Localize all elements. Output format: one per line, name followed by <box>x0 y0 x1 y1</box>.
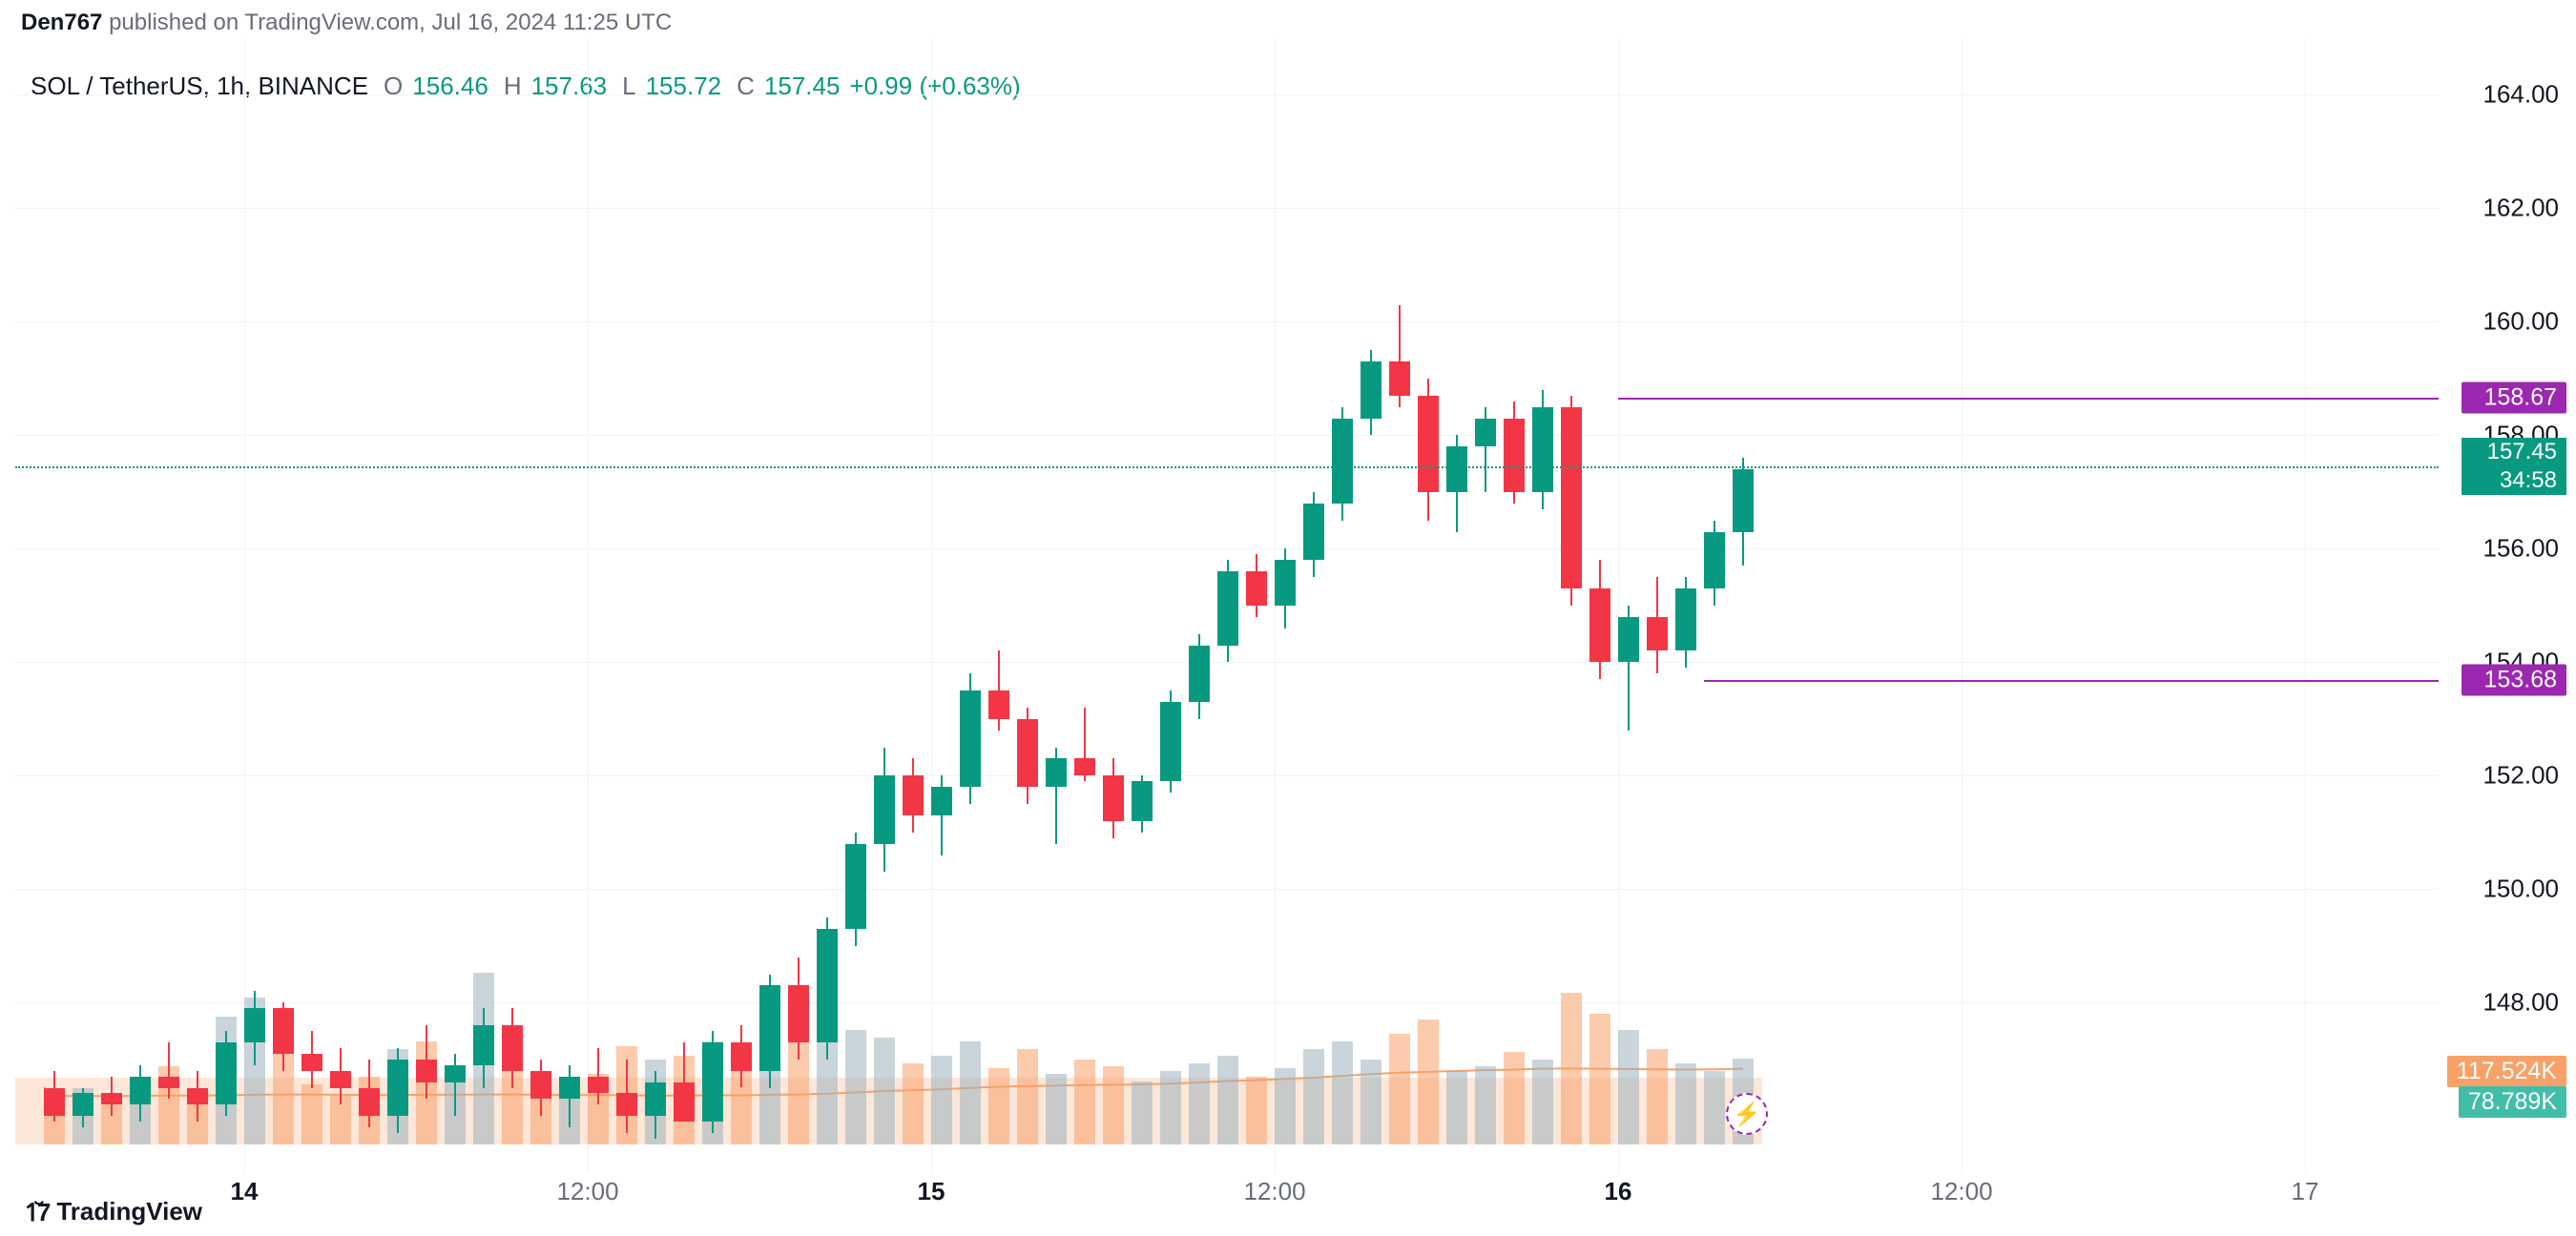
x-tick-label: 15 <box>918 1177 945 1206</box>
candlestick <box>1332 38 1353 1173</box>
x-tick-label: 12:00 <box>556 1177 618 1206</box>
x-tick-label: 12:00 <box>1930 1177 1992 1206</box>
publish-header: Den767 published on TradingView.com, Jul… <box>21 10 672 36</box>
y-tick-label: 152.00 <box>2483 761 2559 791</box>
candlestick <box>130 38 151 1173</box>
candlestick <box>1303 38 1324 1173</box>
candlestick <box>1704 38 1725 1173</box>
candlestick <box>874 38 895 1173</box>
candlestick <box>1589 38 1610 1173</box>
candlestick <box>1475 38 1496 1173</box>
gridline-v <box>2305 38 2306 1173</box>
author: Den767 <box>21 10 102 35</box>
horizontal-level-line[interactable] <box>1618 398 2439 400</box>
price-badge-group: 157.4534:58 <box>2462 438 2566 495</box>
candlestick <box>1103 38 1124 1173</box>
candlestick <box>387 38 408 1173</box>
candlestick <box>445 38 466 1173</box>
candlestick <box>187 38 208 1173</box>
y-axis[interactable]: 164.00162.00160.00158.00156.00154.00152.… <box>2439 38 2576 1173</box>
candlestick <box>1675 38 1696 1173</box>
horizontal-level-line[interactable] <box>1704 680 2439 682</box>
x-tick-label: 16 <box>1605 1177 1632 1206</box>
candlestick <box>44 38 65 1173</box>
current-price-badge: 157.45 <box>2462 438 2566 466</box>
y-tick-label: 148.00 <box>2483 988 2559 1018</box>
candlestick <box>330 38 351 1173</box>
candlestick <box>1275 38 1296 1173</box>
candlestick <box>817 38 838 1173</box>
candlestick <box>359 38 380 1173</box>
candlestick <box>301 38 322 1173</box>
publish-meta: published on TradingView.com, Jul 16, 20… <box>109 10 672 35</box>
x-tick-label: 14 <box>231 1177 259 1206</box>
candlestick <box>1132 38 1153 1173</box>
candlestick <box>158 38 179 1173</box>
candlestick <box>273 38 294 1173</box>
candlestick <box>1733 38 1754 1173</box>
candlestick <box>1504 38 1525 1173</box>
candlestick <box>759 38 780 1173</box>
candlestick <box>73 38 93 1173</box>
candlestick <box>1561 38 1582 1173</box>
candlestick <box>1446 38 1467 1173</box>
candlestick <box>473 38 494 1173</box>
candlestick <box>960 38 981 1173</box>
x-tick-label: 17 <box>2292 1177 2319 1206</box>
y-tick-label: 150.00 <box>2483 875 2559 904</box>
candlestick <box>845 38 866 1173</box>
candlestick <box>244 38 265 1173</box>
candlestick <box>1046 38 1067 1173</box>
candlestick <box>1361 38 1381 1173</box>
candlestick <box>702 38 723 1173</box>
candlestick <box>1418 38 1439 1173</box>
candlestick <box>1074 38 1095 1173</box>
x-axis[interactable]: 14 12:00 15 12:00 16 12:00 17 <box>15 1173 2439 1221</box>
footer-brand: 1꙼7 TradingView <box>25 1194 202 1228</box>
tradingview-logo-icon: 1꙼7 <box>25 1194 49 1228</box>
candlestick <box>1189 38 1210 1173</box>
candlestick <box>1618 38 1639 1173</box>
volume-ma-badge: 117.524K <box>2447 1056 2566 1087</box>
candlestick <box>645 38 666 1173</box>
y-tick-label: 162.00 <box>2483 194 2559 223</box>
current-price-line <box>15 466 2439 468</box>
countdown-badge: 34:58 <box>2462 466 2566 495</box>
candlestick <box>530 38 551 1173</box>
candlestick <box>788 38 809 1173</box>
volume-current-badge: 78.789K <box>2459 1086 2566 1118</box>
candlestick <box>988 38 1009 1173</box>
candlestick <box>1389 38 1410 1173</box>
y-tick-label: 164.00 <box>2483 80 2559 110</box>
candlestick <box>216 38 237 1173</box>
candlestick <box>502 38 523 1173</box>
candlestick <box>931 38 952 1173</box>
candlestick <box>1217 38 1238 1173</box>
candlestick <box>731 38 752 1173</box>
candlestick <box>1017 38 1038 1173</box>
candlestick <box>903 38 924 1173</box>
candlestick <box>101 38 122 1173</box>
replay-icon[interactable]: ⚡ <box>1726 1093 1768 1135</box>
candlestick <box>1647 38 1668 1173</box>
candlestick <box>616 38 637 1173</box>
candlestick <box>674 38 695 1173</box>
candlestick <box>588 38 609 1173</box>
candlestick <box>416 38 437 1173</box>
candlestick <box>559 38 580 1173</box>
level-price-badge: 153.68 <box>2462 665 2566 696</box>
candlestick <box>1246 38 1267 1173</box>
y-tick-label: 160.00 <box>2483 307 2559 337</box>
candlestick <box>1532 38 1553 1173</box>
level-price-badge: 158.67 <box>2462 381 2566 413</box>
gridline-v <box>1962 38 1963 1173</box>
price-chart[interactable]: ⚡ <box>15 38 2439 1173</box>
x-tick-label: 12:00 <box>1243 1177 1305 1206</box>
candlestick <box>1160 38 1181 1173</box>
y-tick-label: 156.00 <box>2483 534 2559 564</box>
